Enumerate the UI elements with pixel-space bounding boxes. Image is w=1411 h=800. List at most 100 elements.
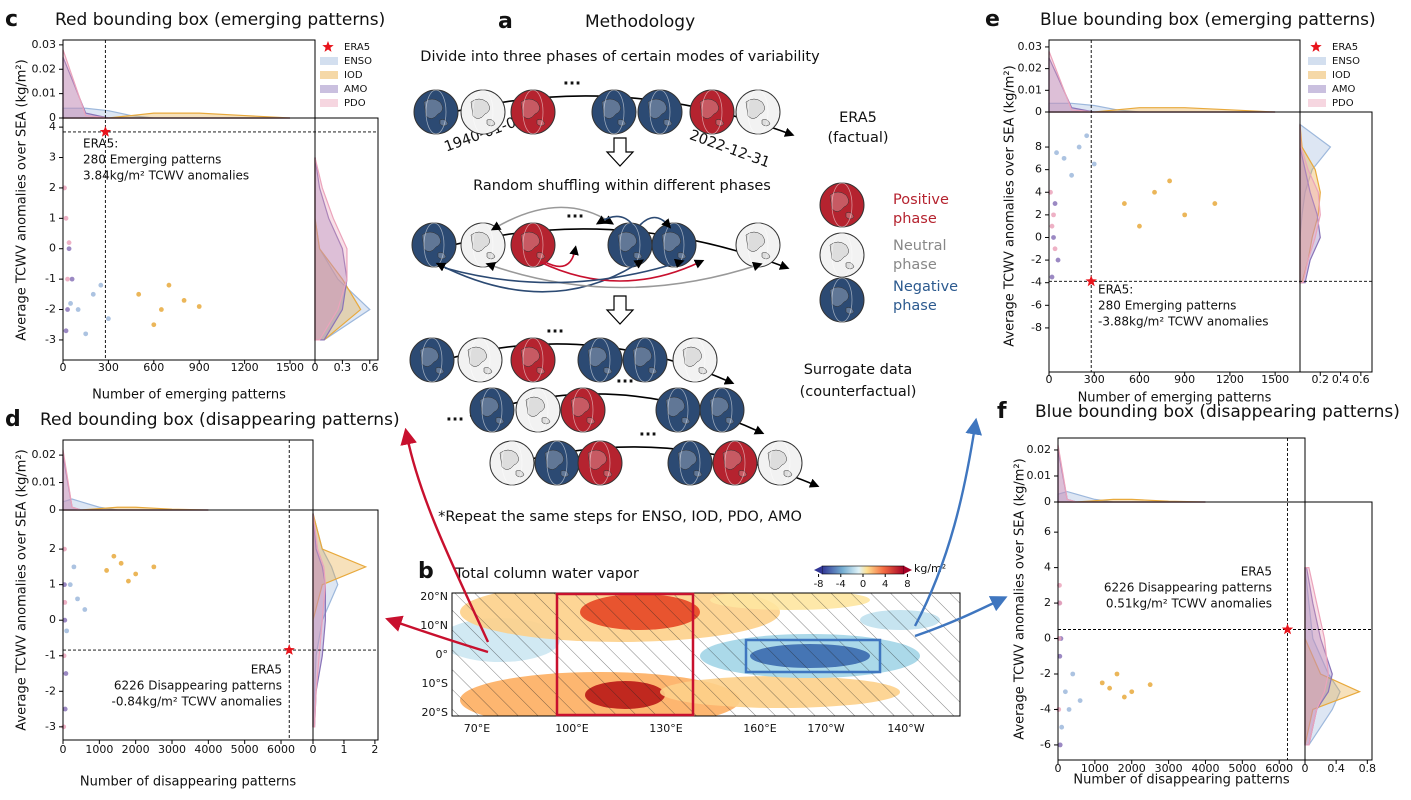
legend-label: Positive	[893, 192, 949, 208]
globe	[510, 89, 556, 135]
right-density	[312, 513, 326, 728]
globe	[534, 440, 580, 486]
panel-title: Total column water vapor	[454, 566, 639, 582]
colorbar-tick-label: -4	[836, 579, 846, 590]
scatter-point	[1137, 223, 1142, 229]
globe	[413, 89, 459, 135]
reference-annotation: 0.51kg/m² TCWV anomalies	[1106, 597, 1272, 611]
y-tick-label: 0	[49, 613, 56, 626]
x-tick-label: 5000	[231, 743, 259, 756]
lat-label: 10°S	[422, 677, 448, 690]
globe-land	[419, 346, 445, 375]
scatter-point	[63, 215, 69, 221]
top-y-tick-label: 0	[49, 503, 56, 516]
scatter-point	[1066, 707, 1072, 712]
ellipsis: ···	[563, 74, 581, 93]
legend-label: Neutral	[893, 238, 947, 254]
y-tick-label: 3	[49, 151, 56, 164]
scatter-point	[151, 322, 157, 328]
reference-star	[99, 126, 112, 137]
right-density	[1299, 124, 1321, 284]
y-axis-label: Average TCWV anomalies over SEA (kg/m²)	[1003, 65, 1018, 346]
panel-letter: e	[985, 7, 1000, 32]
scatter-point	[1055, 257, 1061, 263]
y-tick-label: 1	[49, 578, 56, 591]
globe-land	[601, 98, 627, 127]
globe-land	[699, 98, 725, 127]
top-y-tick-label: 0.02	[1027, 443, 1052, 456]
scatter-point	[83, 331, 89, 337]
scatter-point	[106, 316, 111, 322]
panel-title: Blue bounding box (disappearing patterns…	[1035, 402, 1400, 422]
scatter-point	[1182, 212, 1188, 218]
scatter-point	[1077, 698, 1083, 703]
x-tick-label: 300	[1084, 373, 1105, 386]
globe-land	[587, 449, 613, 478]
panel-title: Methodology	[585, 12, 695, 32]
legend-swatch	[320, 57, 338, 65]
scatter-point	[1057, 742, 1063, 748]
globe	[637, 89, 683, 135]
top-frame	[62, 39, 316, 119]
x-tick-label: 900	[189, 361, 210, 374]
globe-land	[745, 98, 771, 127]
step3-note: (counterfactual)	[800, 384, 917, 400]
globe	[411, 222, 457, 268]
scatter-point	[1051, 212, 1056, 218]
x-tick-label: 3000	[158, 743, 186, 756]
x-tick-label: 600	[143, 361, 164, 374]
globe-land	[829, 286, 855, 315]
right-x-tick-label: 0.6	[361, 361, 379, 374]
top-frame	[62, 439, 314, 511]
step3-label: Surrogate data	[804, 362, 913, 378]
globe	[591, 89, 637, 135]
panel-letter: c	[5, 7, 18, 32]
legend-swatch	[1308, 99, 1326, 107]
globe-meridian	[425, 89, 447, 135]
lon-label: 170°W	[807, 722, 844, 735]
legend-label: IOD	[344, 70, 363, 81]
globe-meridian	[522, 337, 544, 383]
y-tick-label: 4	[1044, 561, 1051, 574]
top-y-tick-label: 0.03	[32, 38, 57, 51]
scatter-point	[1152, 189, 1157, 195]
x-tick-label: 2000	[122, 743, 150, 756]
globe-land	[829, 241, 855, 270]
right-frame	[1304, 501, 1373, 761]
globe-meridian	[481, 387, 503, 433]
scatter-point	[62, 617, 68, 623]
globe-meridian	[711, 387, 733, 433]
colorbar-tick-label: -8	[814, 579, 824, 590]
joint-plot: d Red bounding box (disappearing patterns…	[5, 407, 400, 790]
right-x-tick-label: 2	[371, 743, 378, 756]
joint-plot: c Red bounding box (emerging patterns) Ave…	[5, 7, 385, 403]
globe	[457, 337, 503, 383]
top-y-tick-label: 0.01	[32, 476, 57, 489]
y-tick-label: -2	[1031, 253, 1042, 266]
reference-annotation: 280 Emerging patterns	[1098, 299, 1236, 313]
scatter-point	[1129, 689, 1135, 695]
y-tick-label: -2	[45, 303, 56, 316]
reference-star	[1281, 623, 1294, 635]
reference-annotation: -0.84kg/m² TCWV anomalies	[111, 695, 282, 709]
scatter-point	[136, 291, 142, 297]
ellipsis: ···	[639, 425, 657, 444]
globe-land	[682, 346, 708, 375]
scatter-point	[98, 282, 104, 288]
y-tick-label: -2	[1040, 667, 1051, 680]
scatter-point	[64, 628, 70, 634]
y-tick-label: 4	[1035, 185, 1042, 198]
colorbar-tick-label: 0	[860, 579, 866, 590]
globe-land	[767, 449, 793, 478]
lat-label: 20°S	[422, 706, 448, 719]
globe-land	[467, 346, 493, 375]
y-axis-label: Average TCWV anomalies over SEA (kg/m²)	[1013, 458, 1028, 739]
globe-meridian	[684, 337, 706, 383]
panel-letter: f	[997, 399, 1007, 424]
legend-label: IOD	[1332, 70, 1351, 81]
panel-letter: d	[5, 407, 21, 432]
globe-land	[470, 231, 496, 260]
globe-meridian	[649, 89, 671, 135]
lat-label: 20°N	[420, 590, 448, 603]
scatter-point	[63, 328, 69, 334]
